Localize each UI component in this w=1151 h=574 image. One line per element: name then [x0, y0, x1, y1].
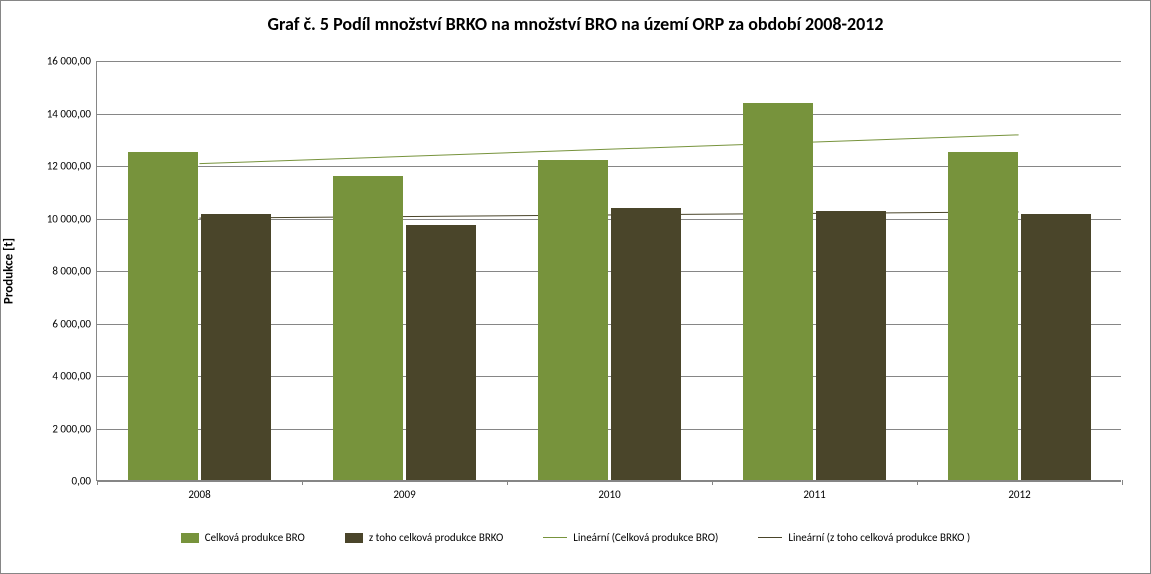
- gridline: [97, 61, 1121, 62]
- bar: [406, 225, 476, 480]
- legend-item: Lineární (Celková produkce BRO): [543, 531, 718, 544]
- legend-swatch-line: [543, 537, 567, 538]
- legend-label: Celková produkce BRO: [205, 531, 305, 544]
- y-tick-label: 8 000,00: [52, 265, 97, 278]
- trendline: [199, 212, 1018, 218]
- x-tick-label: 2012: [1008, 480, 1030, 501]
- y-tick-label: 12 000,00: [47, 160, 97, 173]
- y-tick-label: 10 000,00: [47, 212, 97, 225]
- y-tick-label: 0,00: [72, 475, 97, 488]
- x-tick: [712, 480, 713, 485]
- bar: [128, 152, 198, 480]
- trendline: [199, 135, 1018, 164]
- x-tick-label: 2010: [598, 480, 620, 501]
- legend-item: z toho celková produkce BRKO: [345, 531, 503, 544]
- legend-label: Lineární (Celková produkce BRO): [573, 531, 718, 544]
- bar: [201, 214, 271, 480]
- legend-item: Lineární (z toho celková produkce BRKO ): [758, 531, 970, 544]
- gridline: [97, 114, 1121, 115]
- x-tick: [97, 480, 98, 485]
- legend-label: Lineární (z toho celková produkce BRKO ): [788, 531, 970, 544]
- x-tick-label: 2009: [393, 480, 415, 501]
- y-tick-label: 16 000,00: [47, 55, 97, 68]
- bar: [333, 176, 403, 481]
- x-tick-label: 2008: [188, 480, 210, 501]
- y-axis-label: Produkce [t]: [2, 238, 17, 304]
- bar: [1021, 214, 1091, 480]
- plot-area: 0,002 000,004 000,006 000,008 000,0010 0…: [96, 61, 1121, 481]
- x-tick: [917, 480, 918, 485]
- x-tick: [507, 480, 508, 485]
- x-tick: [302, 480, 303, 485]
- bar: [948, 152, 1018, 480]
- y-tick-label: 2 000,00: [52, 422, 97, 435]
- bar: [538, 160, 608, 480]
- chart-container: Graf č. 5 Podíl množství BRKO na množstv…: [0, 0, 1151, 574]
- bar: [743, 103, 813, 480]
- y-tick-label: 6 000,00: [52, 317, 97, 330]
- bar: [611, 208, 681, 480]
- legend-item: Celková produkce BRO: [181, 531, 305, 544]
- chart-title: Graf č. 5 Podíl množství BRKO na množstv…: [1, 13, 1150, 35]
- bar: [816, 211, 886, 480]
- x-tick-label: 2011: [803, 480, 825, 501]
- legend-swatch-bar: [181, 533, 199, 543]
- legend-swatch-bar: [345, 533, 363, 543]
- legend-label: z toho celková produkce BRKO: [369, 531, 503, 544]
- y-tick-label: 4 000,00: [52, 370, 97, 383]
- legend-swatch-line: [758, 537, 782, 538]
- legend: Celková produkce BRO z toho celková produ…: [1, 531, 1150, 544]
- x-tick: [1122, 480, 1123, 485]
- y-tick-label: 14 000,00: [47, 107, 97, 120]
